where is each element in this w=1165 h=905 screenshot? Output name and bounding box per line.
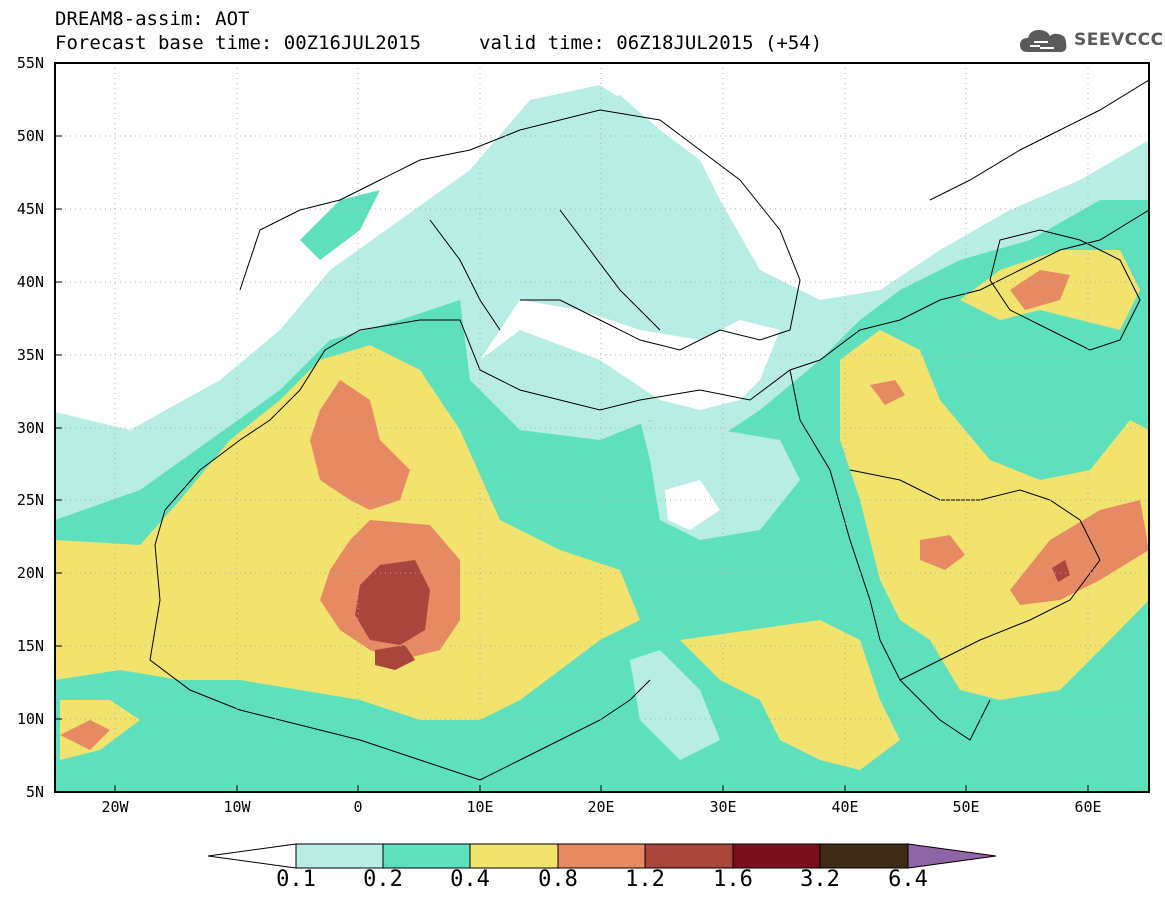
lat-label: 50N [16,127,44,145]
lat-label: 40N [16,273,44,291]
map-title: DREAM8-assim: AOT [55,8,250,30]
colorbar-label: 0.4 [450,867,490,892]
brand-name: SEEVCCC [1074,30,1164,50]
lat-label: 15N [16,637,44,655]
lat-label: 20N [16,564,44,582]
lon-label: 40E [831,798,859,816]
lon-label: 30E [709,798,737,816]
colorbar-under-arrow [207,843,297,869]
lat-label: 30N [16,419,44,437]
colorbar-label: 3.2 [800,867,840,892]
lon-label: 0 [353,798,363,816]
lon-label: 20E [587,798,615,816]
colorbar-bin-3.2 [819,843,909,869]
colorbar-label: 6.4 [888,867,928,892]
lon-label: 20W [101,798,129,816]
colorbar-bin-0.1 [295,843,384,869]
colorbar-label: 0.2 [363,867,403,892]
cloud-icon [1020,30,1067,52]
lat-label: 35N [16,346,44,364]
colorbar-bin-0.8 [557,843,646,869]
colorbar-label: 0.1 [276,867,316,892]
lon-label: 50E [952,798,980,816]
aot-field [55,63,1149,792]
colorbar-label: 1.2 [625,867,665,892]
brand-logo: SEEVCCC [1018,22,1164,58]
axis-ticks [55,62,1089,793]
lat-label: 55N [16,54,44,72]
colorbar-label: 0.8 [538,867,578,892]
lat-label: 5N [25,783,44,801]
lat-label: 25N [16,491,44,509]
valid-time: valid time: 06Z18JUL2015 (+54) [479,32,823,54]
colorbar-bin-0.2 [382,843,471,869]
lon-label: 10E [466,798,494,816]
lat-label: 45N [16,200,44,218]
colorbar-bin-1.6 [732,843,821,869]
aot-region-0.8 [310,380,410,510]
lon-label: 10W [223,798,251,816]
forecast-base-time: Forecast base time: 00Z16JUL2015 [55,32,422,54]
colorbar-label: 1.6 [713,867,753,892]
lat-label: 10N [16,710,44,728]
colorbar-over-arrow [907,843,997,869]
aot-region-1.2 [355,560,430,645]
coastlines [149,79,1149,781]
colorbar [207,843,997,869]
colorbar-bin-1.2 [644,843,734,869]
colorbar-bin-0.4 [469,843,559,869]
aot-region-0.4 [55,345,640,720]
lon-label: 60E [1074,798,1102,816]
